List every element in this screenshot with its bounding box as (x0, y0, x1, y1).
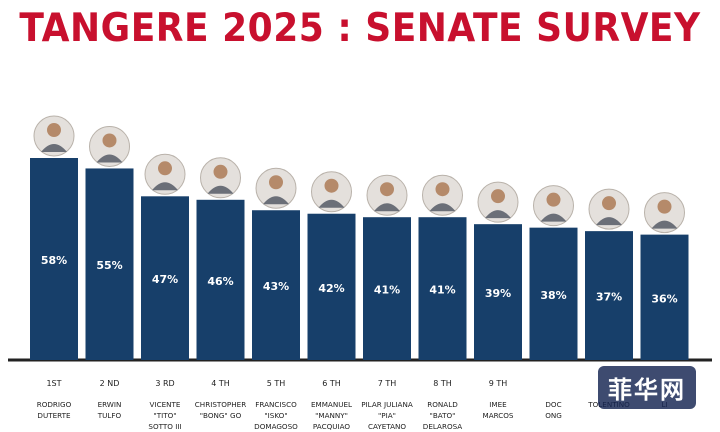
bar-value-label-11: 37% (596, 291, 622, 304)
bar-6 (307, 213, 356, 360)
candidate-photo-body-8 (429, 203, 456, 212)
rank-label-6: 6 TH (322, 379, 341, 388)
bar-value-label-2: 55% (96, 259, 122, 272)
bar-10 (529, 227, 578, 360)
candidate-name-2-line-1: ERWIN (98, 400, 122, 409)
candidate-name-6-line-1: EMMANUEL (311, 400, 352, 409)
rank-label-3: 3 RD (155, 379, 174, 388)
candidate-name-1-line-2: DUTERTE (37, 411, 71, 420)
candidate-photo-body-9 (485, 210, 511, 219)
bar-11 (585, 231, 633, 360)
bar-2 (85, 168, 134, 360)
candidate-name-7-line-1: PILAR JULIANA (361, 400, 413, 409)
candidate-photo-head-1 (47, 123, 61, 137)
bar-value-label-12: 36% (651, 292, 677, 305)
rank-label-5: 5 TH (267, 379, 286, 388)
candidate-name-8-line-3: DELAROSA (423, 422, 463, 431)
bar-value-label-6: 42% (318, 282, 344, 295)
candidate-photo-head-10 (546, 192, 561, 207)
candidate-photo-body-12 (651, 220, 678, 229)
bar-value-label-10: 38% (540, 289, 566, 302)
candidate-name-8-line-2: "BATO" (430, 411, 456, 420)
candidate-name-6-line-3: PACQUIAO (313, 422, 351, 431)
candidate-name-9-line-1: IMEE (489, 400, 507, 409)
candidate-photo-body-2 (96, 154, 123, 163)
rank-label-9: 9 TH (489, 379, 508, 388)
bar-4 (196, 199, 245, 360)
bar-value-label-3: 47% (152, 273, 178, 286)
candidate-name-10-line-2: ONG (545, 411, 562, 420)
bar-1 (30, 158, 78, 360)
candidate-photo-body-6 (318, 199, 345, 208)
candidate-photo-head-9 (491, 189, 505, 204)
candidate-photo-body-3 (152, 182, 178, 191)
candidate-name-10-line-1: DOC (545, 400, 561, 409)
candidate-photo-head-6 (324, 178, 339, 193)
bar-8 (418, 217, 467, 360)
candidate-photo-body-10 (540, 213, 567, 222)
bar-value-label-9: 39% (485, 287, 511, 300)
rank-label-2: 2 ND (100, 379, 120, 388)
candidate-name-1-line-1: RODRIGO (37, 400, 72, 409)
candidate-name-2-line-2: TULFO (97, 411, 122, 420)
bar-7 (363, 217, 411, 360)
candidate-name-3-line-3: SOTTO III (148, 422, 181, 431)
bar-9 (474, 224, 522, 360)
bar-value-label-4: 46% (207, 275, 233, 288)
candidate-photo-head-11 (602, 196, 616, 211)
watermark-logo: 菲华网 (598, 366, 696, 409)
bar-value-label-7: 41% (374, 284, 400, 297)
rank-label-4: 4 TH (211, 379, 230, 388)
candidate-name-7-line-2: "PIA" (378, 411, 396, 420)
rank-label-8: 8 TH (433, 379, 452, 388)
bar-3 (141, 196, 189, 360)
rank-label-7: 7 TH (378, 379, 397, 388)
candidate-name-9-line-2: MARCOS (483, 411, 514, 420)
candidate-photo-head-2 (102, 133, 117, 148)
candidate-photo-head-7 (380, 182, 394, 197)
chart-title: TANGERE 2025 : SENATE SURVEY (19, 6, 701, 51)
bar-value-label-8: 41% (429, 284, 455, 297)
candidate-name-5-line-3: DOMAGOSO (254, 422, 298, 431)
candidate-photo-body-7 (374, 203, 400, 212)
rank-label-1: 1ST (46, 379, 61, 388)
candidate-name-4-line-2: "BONG" GO (200, 411, 242, 420)
candidate-photo-body-5 (263, 196, 289, 205)
candidate-name-8-line-1: RONALD (427, 400, 458, 409)
candidate-name-4-line-1: CHRISTOPHER (195, 400, 246, 409)
candidate-photo-head-4 (213, 164, 228, 179)
candidate-name-6-line-2: "MANNY" (315, 411, 348, 420)
bar-value-label-5: 43% (263, 280, 289, 293)
bar-12 (640, 234, 689, 360)
bar-5 (252, 210, 300, 360)
candidate-photo-body-4 (207, 185, 234, 194)
candidate-photo-head-5 (269, 175, 283, 190)
candidate-photo-body-1 (41, 144, 67, 152)
candidate-photo-body-11 (596, 217, 622, 226)
bar-value-label-1: 58% (41, 254, 67, 267)
candidate-name-3-line-1: VICENTE (150, 400, 181, 409)
candidate-name-5-line-1: FRANCISCO (255, 400, 297, 409)
candidate-name-7-line-3: CAYETANO (368, 422, 406, 431)
candidate-name-3-line-2: "TITO" (153, 411, 176, 420)
candidate-photo-head-3 (158, 161, 172, 176)
candidate-photo-head-12 (657, 199, 672, 214)
candidate-name-5-line-2: "ISKO" (264, 411, 287, 420)
candidate-photo-head-8 (435, 182, 450, 197)
